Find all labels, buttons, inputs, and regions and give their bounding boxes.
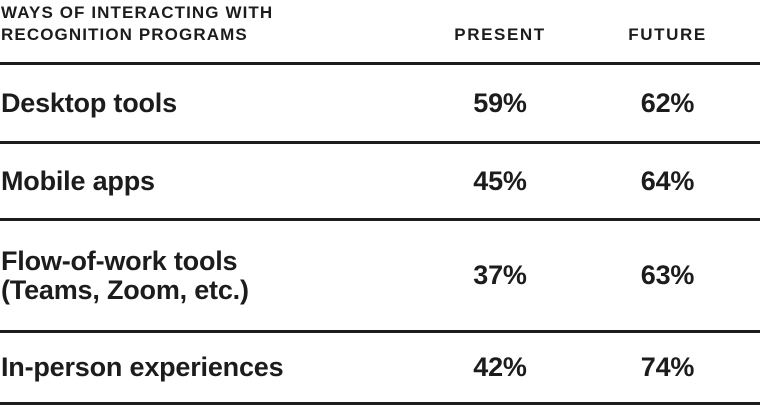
table-header-row: WAYS OF INTERACTING WITH RECOGNITION PRO… (0, 0, 760, 65)
row-label-line1: Desktop tools (1, 87, 177, 118)
table-row-in-person-experiences: In-person experiences 42% 74% (0, 333, 760, 405)
row-label: Mobile apps (0, 165, 425, 196)
table-title-line2: RECOGNITION PROGRAMS (1, 25, 248, 44)
row-label: In-person experiences (0, 353, 425, 382)
table-row-desktop-tools: Desktop tools 59% 62% (0, 65, 760, 144)
future-value: 63% (640, 260, 695, 290)
future-value: 62% (640, 87, 695, 118)
table-title-line1: WAYS OF INTERACTING WITH (1, 3, 274, 22)
present-value: 59% (473, 87, 527, 118)
row-label-line1: In-person experiences (1, 352, 284, 382)
present-value: 45% (473, 165, 527, 196)
row-label: Flow-of-work tools (Teams, Zoom, etc.) (0, 245, 425, 305)
row-label: Desktop tools (0, 87, 425, 118)
present-value: 37% (473, 260, 527, 290)
future-value: 64% (640, 165, 695, 196)
table-row-flow-of-work-tools: Flow-of-work tools (Teams, Zoom, etc.) 3… (0, 221, 760, 333)
future-value: 74% (640, 352, 695, 382)
row-label-line2: (Teams, Zoom, etc.) (1, 274, 249, 305)
present-value: 42% (473, 352, 527, 382)
column-header-present: PRESENT (454, 25, 546, 44)
row-label-line1: Flow-of-work tools (1, 245, 238, 276)
table-title: WAYS OF INTERACTING WITH RECOGNITION PRO… (0, 0, 425, 46)
row-label-line1: Mobile apps (1, 165, 155, 196)
table-row-mobile-apps: Mobile apps 45% 64% (0, 144, 760, 221)
column-header-future: FUTURE (628, 25, 707, 44)
